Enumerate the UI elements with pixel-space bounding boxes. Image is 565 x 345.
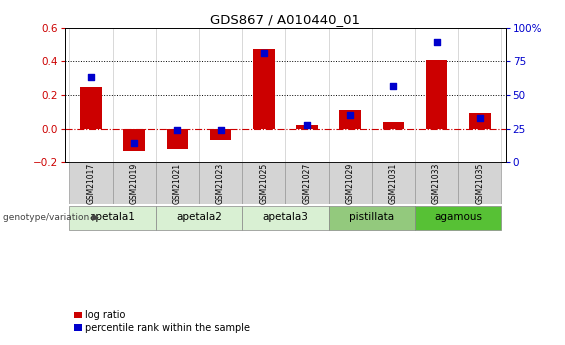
Bar xyxy=(199,162,242,204)
Bar xyxy=(383,122,404,129)
Text: GSM21029: GSM21029 xyxy=(346,162,355,204)
Bar xyxy=(156,206,242,230)
Text: GSM21021: GSM21021 xyxy=(173,163,182,204)
Text: GSM21035: GSM21035 xyxy=(475,162,484,204)
Point xyxy=(475,115,484,121)
Bar xyxy=(415,162,458,204)
Bar xyxy=(210,129,231,140)
Text: apetala2: apetala2 xyxy=(176,212,222,222)
Bar xyxy=(80,87,102,129)
Bar xyxy=(458,162,501,204)
Bar xyxy=(156,162,199,204)
Bar xyxy=(296,125,318,129)
Text: GSM21017: GSM21017 xyxy=(86,162,95,204)
Legend: log ratio, percentile rank within the sample: log ratio, percentile rank within the sa… xyxy=(70,306,254,337)
Text: GSM21027: GSM21027 xyxy=(302,162,311,204)
Bar xyxy=(69,206,156,230)
Bar xyxy=(242,162,285,204)
Title: GDS867 / A010440_01: GDS867 / A010440_01 xyxy=(210,13,360,27)
Bar xyxy=(242,206,328,230)
Text: agamous: agamous xyxy=(434,212,482,222)
Bar xyxy=(340,110,361,129)
Point xyxy=(302,122,311,127)
Text: pistillata: pistillata xyxy=(349,212,394,222)
Text: GSM21031: GSM21031 xyxy=(389,162,398,204)
Bar xyxy=(328,162,372,204)
Bar xyxy=(415,206,501,230)
Bar xyxy=(328,206,415,230)
Bar xyxy=(123,129,145,150)
Bar xyxy=(112,162,156,204)
Point xyxy=(216,127,225,133)
Point xyxy=(173,127,182,133)
Text: GSM21025: GSM21025 xyxy=(259,162,268,204)
Bar xyxy=(469,114,490,129)
Text: GSM21033: GSM21033 xyxy=(432,162,441,204)
Text: apetala3: apetala3 xyxy=(262,212,308,222)
Point xyxy=(432,40,441,45)
Bar xyxy=(285,162,328,204)
Text: GSM21023: GSM21023 xyxy=(216,162,225,204)
Point xyxy=(129,141,138,146)
Point xyxy=(259,50,268,56)
Point xyxy=(86,75,95,80)
Text: GSM21019: GSM21019 xyxy=(129,162,138,204)
Point xyxy=(389,83,398,88)
Point xyxy=(346,112,355,118)
Text: genotype/variation ▶: genotype/variation ▶ xyxy=(3,213,99,221)
Bar xyxy=(372,162,415,204)
Text: apetala1: apetala1 xyxy=(90,212,136,222)
Bar xyxy=(167,129,188,149)
Bar xyxy=(69,162,112,204)
Bar xyxy=(253,49,275,129)
Bar xyxy=(426,60,447,129)
